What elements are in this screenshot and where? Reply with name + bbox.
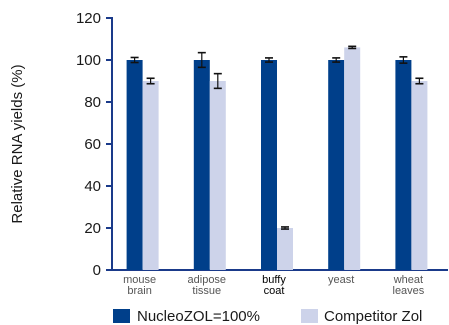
bar-competitor bbox=[209, 81, 226, 270]
category-label-line: buffy bbox=[262, 274, 286, 286]
category-label: adipose tissue bbox=[188, 274, 227, 297]
y-axis-title-group: Relative RNA yields (%) bbox=[9, 64, 26, 223]
bar-competitor bbox=[142, 81, 159, 270]
y-tick-label: 20 bbox=[84, 220, 101, 237]
category-labels: mouse brain adipose tissue buffy coat yeast whe… bbox=[123, 274, 425, 297]
category-label-line: yeast bbox=[328, 274, 354, 286]
category-label-line: tissue bbox=[192, 285, 221, 297]
y-tick-label: 60 bbox=[84, 136, 101, 153]
category-label-line: adipose bbox=[188, 274, 227, 286]
bar-nucleozol bbox=[261, 60, 277, 270]
y-tick-label: 40 bbox=[84, 178, 101, 195]
category-label-line: wheat bbox=[393, 274, 423, 286]
legend: NucleoZOL=100% Competitor Zol bbox=[113, 308, 422, 325]
legend-label-nucleozol: NucleoZOL=100% bbox=[137, 308, 260, 325]
category-label: mouse brain bbox=[123, 274, 156, 297]
axes: 0 20 40 60 80 100 120 bbox=[76, 10, 448, 279]
bar-competitor bbox=[344, 47, 361, 271]
bars bbox=[126, 45, 428, 271]
legend-swatch-competitor bbox=[301, 309, 318, 323]
category-label: yeast bbox=[328, 274, 354, 286]
category-label: buffy coat bbox=[262, 274, 286, 297]
y-tick-label: 0 bbox=[93, 262, 101, 279]
category-label-line: leaves bbox=[393, 285, 425, 297]
y-tick-label: 80 bbox=[84, 94, 101, 111]
y-tick-label: 100 bbox=[76, 52, 101, 69]
category-label: wheat leaves bbox=[393, 274, 425, 297]
bar-nucleozol bbox=[193, 60, 210, 270]
legend-label-competitor: Competitor Zol bbox=[324, 308, 422, 325]
y-tick-label: 120 bbox=[76, 10, 101, 27]
category-label-line: coat bbox=[264, 285, 285, 297]
bar-nucleozol bbox=[328, 60, 345, 270]
y-axis-title: Relative RNA yields (%) bbox=[9, 64, 26, 223]
category-label-line: brain bbox=[127, 285, 151, 297]
bar-competitor bbox=[411, 81, 428, 270]
bar-competitor bbox=[277, 228, 293, 270]
legend-swatch-nucleozol bbox=[113, 309, 130, 323]
bar-nucleozol bbox=[126, 60, 143, 270]
category-label-line: mouse bbox=[123, 274, 156, 286]
bar-nucleozol bbox=[395, 60, 412, 270]
